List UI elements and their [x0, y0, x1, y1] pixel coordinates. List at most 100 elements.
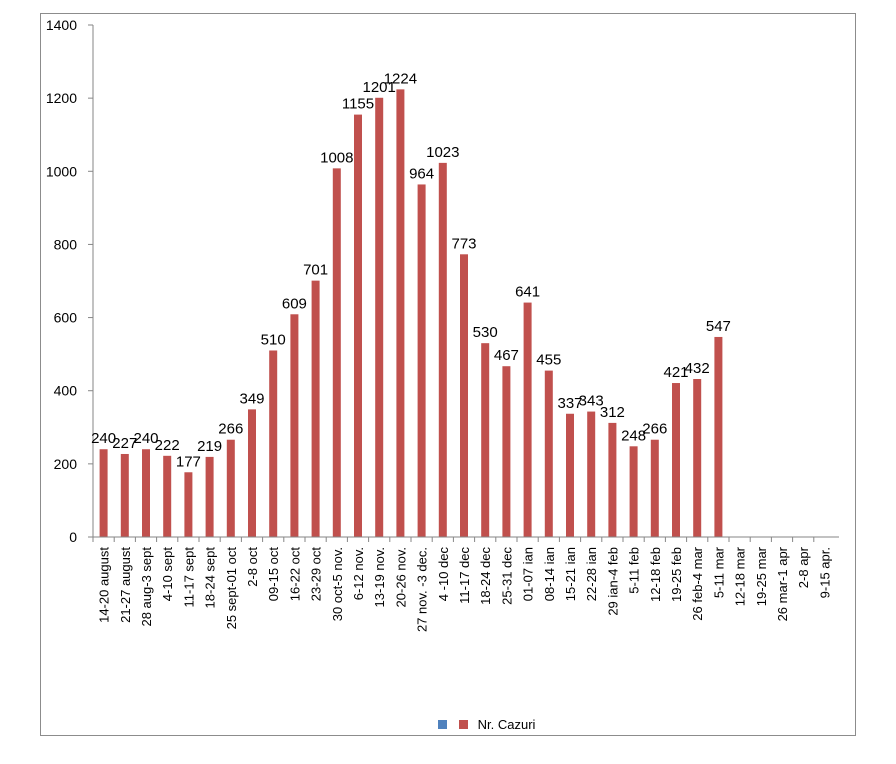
bar [714, 336, 723, 537]
bar [523, 302, 532, 537]
data-label: 343 [579, 393, 604, 410]
x-tick-label: 4-10 sept [160, 547, 175, 602]
y-tick-label: 1000 [46, 163, 77, 179]
bar [332, 168, 341, 538]
x-tick-label: 12-18 mar [733, 546, 748, 606]
x-tick-label: 19-25 feb [669, 547, 684, 602]
data-label: 773 [451, 235, 476, 252]
x-tick-label: 22-28 ian [584, 547, 599, 601]
data-label: 1201 [363, 79, 396, 96]
data-label: 349 [239, 390, 264, 407]
y-tick-label: 600 [54, 310, 78, 326]
bar [438, 162, 447, 538]
bar [311, 280, 320, 537]
bar [248, 409, 256, 537]
data-label: 530 [473, 324, 498, 341]
x-tick-label: 14-20 august [97, 547, 112, 623]
x-tick-label: 25-31 dec [499, 547, 514, 605]
x-tick-label: 26 feb-4 mar [690, 546, 705, 620]
data-label: 177 [176, 453, 201, 470]
data-label: 609 [282, 295, 307, 312]
bar [629, 446, 638, 537]
legend-item-nr-cazuri: Nr. Cazuri [459, 717, 535, 732]
data-labels: 2402272402221772192663495106097011008115… [91, 70, 731, 470]
y-tick-label: 400 [54, 383, 78, 399]
data-label: 641 [515, 284, 540, 301]
data-label: 266 [642, 421, 667, 438]
bar [396, 89, 405, 537]
x-tick-label: 15-21 ian [563, 547, 578, 601]
bar [375, 97, 384, 537]
y-axis: 0 200 400 600 800 1000 1200 1400 [46, 17, 94, 545]
bar [502, 366, 511, 537]
data-label: 222 [155, 437, 180, 454]
data-label: 701 [303, 262, 328, 279]
legend-swatch-red [459, 720, 468, 729]
bar [226, 439, 235, 537]
x-tick-label: 16-22 oct [287, 547, 302, 602]
legend-swatch-blue [438, 720, 447, 729]
x-tick-label: 2-8 apr [796, 546, 811, 588]
bar [544, 370, 553, 537]
bar [120, 453, 129, 537]
bar [184, 472, 193, 537]
y-tick-label: 200 [54, 456, 78, 472]
bar [481, 343, 490, 537]
x-tick-label: 18-24 sept [203, 547, 218, 609]
data-label: 547 [706, 318, 731, 335]
bar [650, 439, 659, 537]
x-tick-label: 9-15 apr. [817, 547, 832, 598]
x-tick-label: 19-25 mar [754, 546, 769, 606]
bar [566, 413, 574, 537]
x-tick-label: 6-12 nov. [351, 547, 366, 600]
data-label: 240 [133, 430, 158, 447]
bar [608, 422, 617, 537]
legend-item-blank [438, 717, 453, 732]
data-label: 467 [494, 347, 519, 364]
x-tick-label: 27 nov. -3 dec. [415, 547, 430, 632]
bar [99, 449, 108, 537]
data-label: 312 [600, 404, 625, 421]
bar [290, 314, 299, 537]
bar [205, 456, 214, 537]
data-label: 455 [536, 352, 561, 369]
x-tick-label: 30 oct-5 nov. [330, 547, 345, 621]
data-label: 510 [261, 331, 286, 348]
x-tick-label: 29 ian-4 feb [605, 547, 620, 616]
data-label: 337 [557, 395, 582, 412]
x-tick-label: 5-11 feb [627, 547, 642, 594]
x-tick-label: 28 aug-3 sept [139, 547, 154, 627]
x-tick-label: 2-8 oct [245, 547, 260, 587]
y-tick-label: 800 [54, 236, 78, 252]
x-tick-label: 01-07 ian [521, 547, 536, 601]
x-axis: 14-20 august 21-27 august 28 aug-3 sept 4-1… [92, 536, 839, 632]
bars [99, 89, 723, 538]
x-tick-label: 20-26 nov. [393, 547, 408, 607]
data-label: 1008 [320, 149, 353, 166]
bar [163, 455, 172, 537]
bar [460, 254, 468, 537]
data-label: 266 [218, 421, 243, 438]
data-label: 219 [197, 438, 222, 455]
x-tick-label: 23-29 oct [309, 547, 324, 602]
x-tick-label: 13-19 nov. [372, 547, 387, 607]
x-tick-label: 5-11 mar [711, 546, 726, 598]
legend-label: Nr. Cazuri [477, 717, 536, 732]
data-label: 240 [91, 430, 116, 447]
x-tick-label: 21-27 august [118, 547, 133, 623]
bar [417, 184, 426, 538]
data-label: 227 [112, 435, 137, 452]
x-tick-label: 12-18 feb [648, 547, 663, 602]
y-tick-label: 1400 [46, 17, 77, 33]
data-label: 432 [685, 360, 710, 377]
bar [354, 114, 362, 537]
data-label: 421 [663, 364, 688, 381]
bar [269, 350, 278, 537]
data-label: 1155 [342, 96, 374, 113]
x-tick-label: 08-14 ian [542, 547, 557, 601]
x-tick-label: 11-17 dec [457, 547, 472, 604]
legend: Nr. Cazuri [438, 717, 535, 732]
data-label: 1224 [384, 70, 417, 87]
bar [672, 383, 680, 537]
x-tick-label: 25 sept-01 oct [224, 547, 239, 630]
